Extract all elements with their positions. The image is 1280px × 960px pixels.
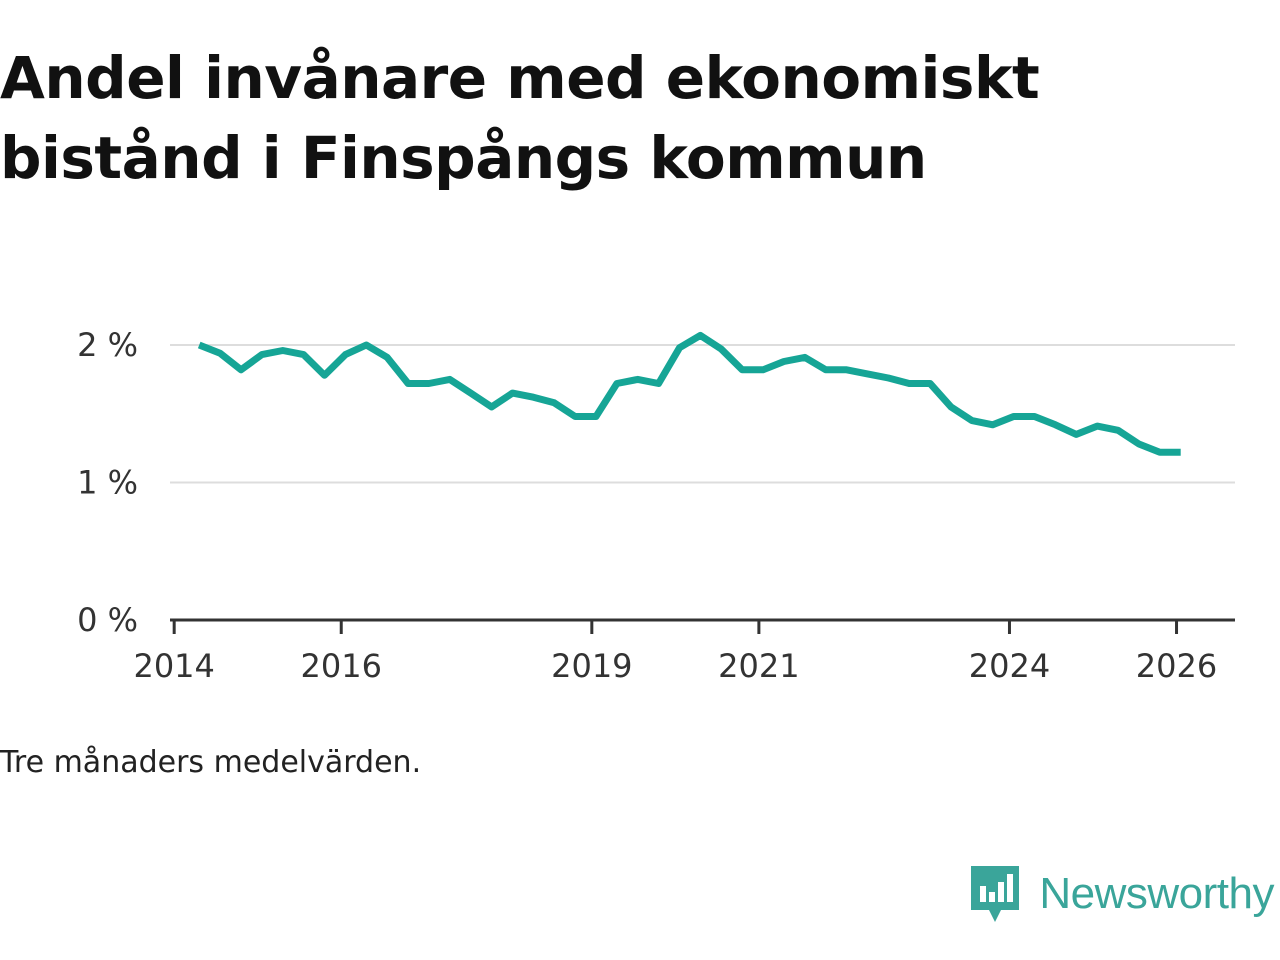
- x-tick-label: 2026: [1136, 647, 1217, 685]
- y-tick-label: 1 %: [77, 464, 138, 502]
- y-tick-label: 2 %: [77, 326, 138, 364]
- line-chart: 0 % 1 % 2 % 2014 2016 2019 2021 2024 2026: [77, 326, 1235, 685]
- x-tick-label: 2014: [133, 647, 214, 685]
- x-tick-label: 2016: [301, 647, 382, 685]
- brand-logo[interactable]: Newsworthy: [969, 862, 1274, 926]
- x-axis-ticks: 2014 2016 2019 2021 2024 2026: [133, 620, 1217, 685]
- chart-title: Andel invånare med ekonomiskt bistånd i …: [0, 44, 1040, 192]
- x-tick-label: 2019: [551, 647, 632, 685]
- x-tick-label: 2024: [969, 647, 1050, 685]
- newsworthy-logo-icon: [971, 866, 1020, 922]
- gridlines: [170, 344, 1235, 484]
- y-axis-ticks: 0 % 1 % 2 %: [77, 326, 138, 639]
- y-tick-label: 0 %: [77, 601, 138, 639]
- x-tick-label: 2021: [718, 647, 799, 685]
- brand-name: Newsworthy: [1039, 869, 1274, 918]
- chart-note: Tre månaders medelvärden.: [0, 745, 422, 780]
- series-line: [197, 331, 1181, 456]
